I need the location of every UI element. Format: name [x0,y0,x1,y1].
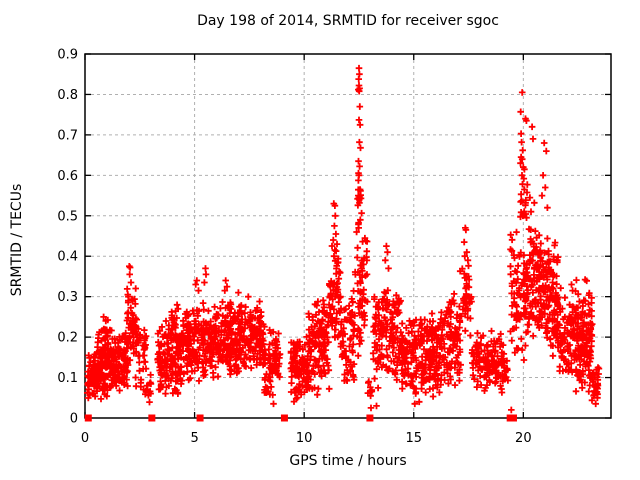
x-tick-label: 20 [515,431,532,446]
y-tick-label: 0.6 [57,169,78,184]
y-tick-label: 0.2 [57,331,78,346]
x-tick-label: 0 [81,431,89,446]
plot-border [84,53,612,419]
y-tick-label: 0.8 [57,88,78,103]
y-tick-label: 0.3 [57,290,78,305]
y-tick-label: 0.7 [57,128,78,143]
y-tick-label: 0.9 [57,48,78,63]
x-axis-title: GPS time / hours [289,453,407,469]
y-tick-label: 0.1 [57,371,78,386]
x-tick-labels: 0 5 10 15 20 [81,431,532,446]
x-tick-label: 15 [405,431,422,446]
y-tick-label: 0.4 [57,250,78,265]
y-tick-label: 0 [70,412,78,427]
chart-title: Day 198 of 2014, SRMTID for receiver sgo… [197,13,499,29]
y-tick-label: 0.5 [57,209,78,224]
x-tick-label: 5 [190,431,198,446]
scatter-points [84,64,603,414]
x-tick-label: 10 [296,431,313,446]
zero-line-squares [84,414,517,422]
y-tick-labels: 0 0.1 0.2 0.3 0.4 0.5 0.6 0.7 0.8 0.9 [57,48,78,427]
